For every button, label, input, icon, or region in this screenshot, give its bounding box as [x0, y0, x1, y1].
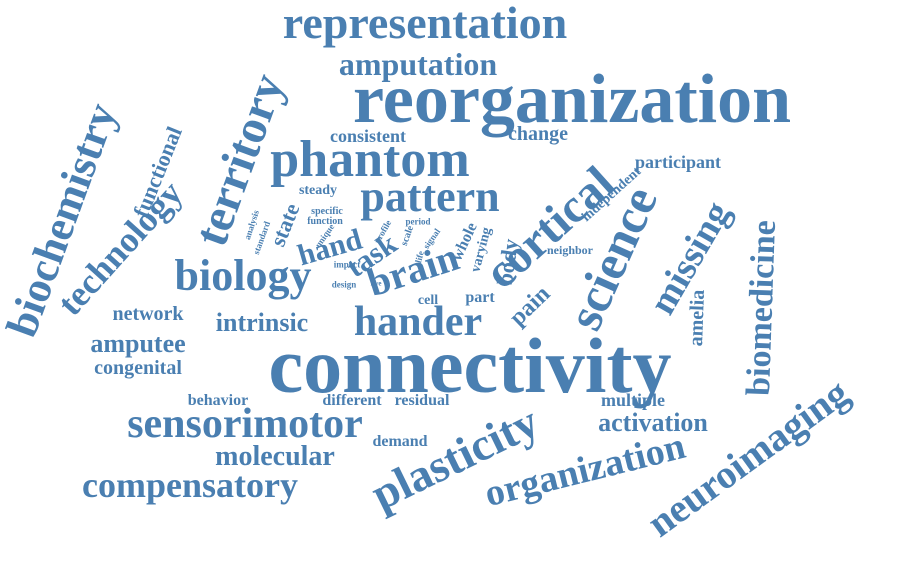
- word-design: design: [331, 279, 357, 290]
- word-steady: steady: [298, 183, 338, 198]
- word-multiple: multiple: [600, 390, 666, 410]
- word-sensorimotor: sensorimotor: [127, 401, 363, 447]
- word-participant: participant: [634, 152, 722, 172]
- word-biomedicine: biomedicine: [739, 219, 784, 397]
- word-demand: demand: [372, 433, 428, 450]
- word-specific: specific: [311, 206, 343, 217]
- word-reorganization: reorganization: [352, 61, 792, 138]
- word-molecular: molecular: [215, 441, 335, 472]
- word-connectivity: connectivity: [268, 322, 672, 409]
- word-behavior: behavior: [187, 392, 249, 409]
- word-residual: residual: [394, 392, 450, 409]
- word-congenital: congenital: [94, 357, 182, 379]
- word-scale: scale: [398, 224, 417, 248]
- word-amputation: amputation: [338, 46, 498, 82]
- word-function: function: [307, 216, 343, 227]
- word-five: five: [370, 279, 382, 288]
- word-different: different: [322, 392, 382, 409]
- word-neighbor: neighbor: [546, 243, 594, 257]
- word-amputee: amputee: [90, 329, 186, 358]
- word-period: period: [405, 216, 431, 227]
- word-amelia: amelia: [685, 289, 709, 347]
- word-network: network: [112, 303, 184, 325]
- word-cell: cell: [417, 293, 439, 308]
- word-biology: biology: [174, 251, 312, 300]
- word-compensatory: compensatory: [82, 465, 298, 505]
- word-intrinsic: intrinsic: [215, 308, 309, 337]
- word-part: part: [465, 289, 495, 306]
- word-impact: impact: [333, 259, 361, 270]
- word-hander: hander: [353, 299, 483, 345]
- word-consistent: consistent: [330, 126, 406, 146]
- word-activation: activation: [598, 408, 708, 437]
- word-change: change: [508, 123, 568, 145]
- word-representation: representation: [282, 0, 568, 48]
- word-pattern: pattern: [360, 172, 500, 221]
- word-phantom: phantom: [270, 131, 470, 188]
